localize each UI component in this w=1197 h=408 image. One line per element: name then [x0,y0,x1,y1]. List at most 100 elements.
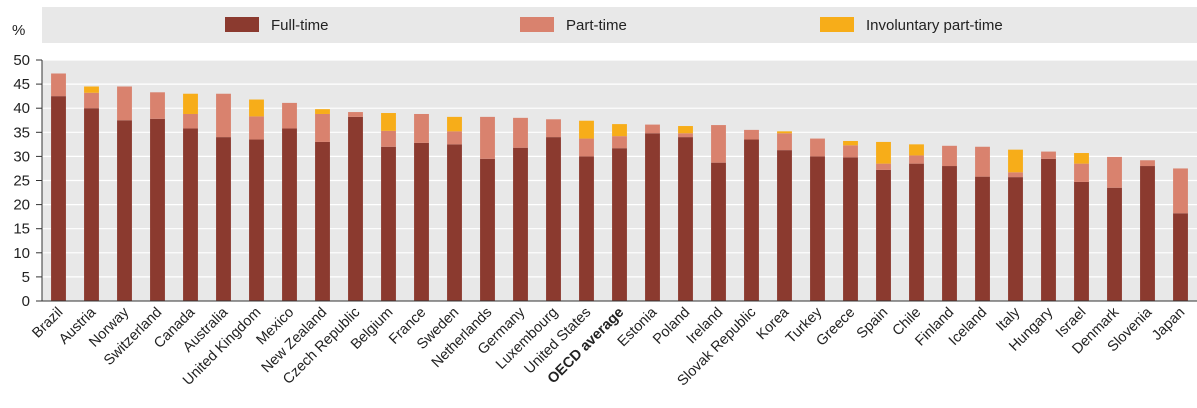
bar-segment-part-time [876,163,891,170]
bar-segment-part-time [414,113,429,143]
bar-segment-part-time [1008,172,1023,178]
bar-segment-involuntary-part-time [777,131,792,134]
bar-segment-full-time [843,157,858,301]
bar-segment-part-time [1107,156,1122,188]
bar-segment-part-time [513,117,528,148]
bar-segment-involuntary-part-time [381,113,396,131]
bar-segment-part-time [678,133,693,138]
bar-segment-full-time [1041,158,1056,301]
bar-segment-part-time [183,113,198,129]
bar-segment-part-time [843,145,858,158]
bar-segment-full-time [1074,181,1089,301]
bar-segment-part-time [1140,160,1155,167]
bar-segment-part-time [579,138,594,157]
y-tick-label: 30 [13,148,30,165]
bar-segment-part-time [810,138,825,157]
bar-segment-full-time [480,158,495,301]
bar-segment-full-time [282,128,297,301]
bar-segment-involuntary-part-time [84,86,99,93]
bar-segment-full-time [513,147,528,301]
bar-segment-full-time [942,166,957,301]
bar-segment-part-time [711,125,726,163]
bar-segment-full-time [51,96,66,302]
bar-segment-full-time [777,150,792,301]
legend: Full-time Part-time Involuntary part-time [225,17,1003,34]
bar-segment-full-time [612,148,627,301]
bar-segment-involuntary-part-time [876,141,891,164]
bar-segment-full-time [909,163,924,301]
bar-segment-part-time [645,124,660,134]
bar-segment-part-time [51,73,66,97]
bar-segment-full-time [315,141,330,301]
bar-segment-part-time [117,86,132,121]
bar-segment-involuntary-part-time [843,140,858,146]
bar-segment-full-time [381,146,396,301]
y-tick-label: 35 [13,124,30,141]
y-tick-label: 10 [13,245,30,262]
y-tick-label: 0 [22,293,30,310]
bar-segment-full-time [1140,166,1155,301]
bar-segment-full-time [447,144,462,301]
bar-segment-part-time [777,133,792,151]
y-tick-label: 25 [13,173,30,190]
bar-segment-part-time [381,130,396,147]
bar-segment-part-time [1074,163,1089,182]
legend-label: Involuntary part-time [866,17,1003,34]
bar-segment-full-time [744,139,759,301]
bar-segment-involuntary-part-time [1008,149,1023,173]
bar-segment-involuntary-part-time [678,126,693,134]
bar-segment-involuntary-part-time [1074,153,1089,164]
y-axis: 0 5 10 15 20 25 30 35 40 45 50 [13,52,1197,310]
bar-segment-full-time [150,118,165,301]
bar-segment-involuntary-part-time [447,116,462,132]
bar-segment-part-time [1041,151,1056,159]
y-tick-label: 15 [13,221,30,238]
bar-segment-involuntary-part-time [909,144,924,156]
bar-segment-full-time [1107,187,1122,301]
bar-segment-full-time [1173,213,1188,301]
bar-segment-full-time [579,156,594,301]
bar-segment-involuntary-part-time [183,93,198,114]
bar-segment-part-time [975,146,990,177]
bar-segment-part-time [348,112,363,117]
y-tick-label: 20 [13,197,30,214]
legend-label: Full-time [271,17,329,34]
bar-segment-part-time [84,92,99,109]
y-tick-label: 5 [22,269,30,286]
legend-swatch [520,17,554,32]
bar-segment-full-time [876,169,891,301]
bars [51,73,1188,302]
bar-segment-part-time [612,136,627,149]
bar-segment-full-time [414,142,429,301]
bar-segment-part-time [744,129,759,140]
bar-segment-involuntary-part-time [579,120,594,139]
y-tick-label: 45 [13,76,30,93]
bar-segment-full-time [975,176,990,301]
x-axis-labels: BrazilAustriaNorwaySwitzerlandCanadaAust… [29,304,1188,390]
bar-segment-part-time [1173,168,1188,214]
bar-segment-involuntary-part-time [249,99,264,117]
bar-segment-full-time [546,137,561,301]
bar-segment-part-time [216,93,231,138]
y-axis-unit-label: % [12,22,25,39]
bar-segment-part-time [315,113,330,142]
y-tick-label: 40 [13,100,30,117]
bar-segment-part-time [546,119,561,138]
bar-segment-full-time [711,162,726,301]
x-category-label: Japan [1149,305,1188,344]
bar-segment-full-time [84,108,99,301]
y-tick-label: 50 [13,52,30,69]
bar-segment-part-time [150,92,165,119]
bar-segment-full-time [249,139,264,301]
bar-segment-full-time [1008,177,1023,301]
legend-swatch [225,17,259,32]
bar-segment-involuntary-part-time [315,109,330,114]
bar-segment-full-time [183,128,198,301]
bar-segment-involuntary-part-time [612,124,627,137]
legend-swatch [820,17,854,32]
bar-segment-full-time [645,133,660,301]
bar-segment-part-time [282,102,297,129]
bar-segment-part-time [942,145,957,167]
